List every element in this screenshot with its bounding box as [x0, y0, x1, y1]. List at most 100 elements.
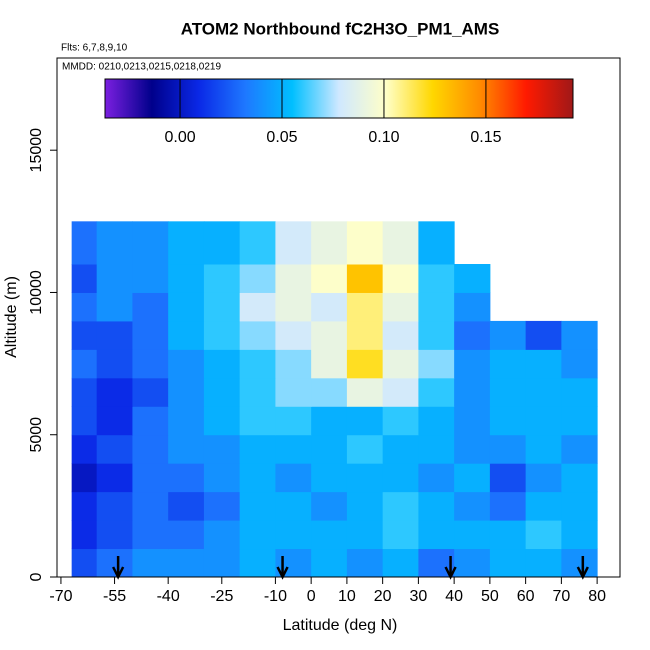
heat-cell: [132, 349, 169, 379]
heat-cell: [346, 548, 384, 578]
heat-cell: [239, 434, 276, 464]
heat-cell: [382, 221, 419, 265]
heat-cell: [346, 406, 384, 436]
heat-cell: [203, 434, 241, 464]
heat-cell: [71, 463, 98, 493]
heat-cell: [96, 292, 133, 322]
heat-cell: [311, 520, 348, 550]
heat-cell: [203, 463, 241, 493]
heat-cell: [418, 349, 455, 379]
heat-cell: [454, 520, 491, 550]
heat-cell: [168, 434, 205, 464]
heat-cell: [203, 377, 241, 407]
heat-cell: [525, 434, 562, 464]
x-tick-label: 40: [445, 588, 463, 605]
heat-cell: [203, 548, 241, 578]
heat-cell: [168, 349, 205, 379]
x-tick-label: 60: [517, 588, 535, 605]
heat-cell: [132, 548, 169, 578]
heat-cell: [346, 491, 384, 521]
heat-cell: [561, 406, 598, 436]
heat-cell: [168, 264, 205, 293]
colorbar-tick-label: 0.05: [266, 129, 297, 146]
colorbar-tick-label: 0.15: [470, 129, 501, 146]
heat-cell: [561, 434, 598, 464]
heat-cell: [382, 264, 419, 293]
heat-cell: [71, 491, 98, 521]
heat-cell: [346, 264, 384, 293]
heat-cell: [275, 221, 312, 265]
heat-cell: [561, 491, 598, 521]
heat-cell: [311, 292, 348, 322]
heat-cell: [525, 377, 562, 407]
heat-cell: [239, 548, 276, 578]
heat-cell: [168, 491, 205, 521]
heat-cell: [203, 221, 241, 265]
heat-cell: [382, 320, 419, 350]
heat-cell: [275, 491, 312, 521]
x-tick-label: -55: [103, 588, 126, 605]
chart-title: ATOM2 Northbound fC2H3O_PM1_AMS: [181, 19, 500, 38]
heat-cell: [168, 463, 205, 493]
annotation: MMDD: 0210,0213,0215,0218,0219: [62, 62, 221, 73]
heat-cell: [71, 406, 98, 436]
heat-cell: [489, 377, 527, 407]
heat-cell: [561, 377, 598, 407]
heat-cell: [525, 406, 562, 436]
heat-cell: [346, 221, 384, 265]
heat-cell: [382, 548, 419, 578]
heat-cell: [132, 377, 169, 407]
x-tick-label: 80: [588, 588, 606, 605]
heat-cell: [239, 520, 276, 550]
heat-cell: [239, 292, 276, 322]
heat-cell: [561, 463, 598, 493]
heat-cell: [489, 406, 527, 436]
heat-cell: [382, 349, 419, 379]
heat-cell: [239, 320, 276, 350]
heat-cell: [168, 548, 205, 578]
x-tick-label: 20: [374, 588, 392, 605]
heat-cell: [168, 520, 205, 550]
heat-cell: [454, 491, 491, 521]
heat-cell: [96, 320, 133, 350]
heat-cell: [132, 406, 169, 436]
heat-cell: [454, 264, 491, 293]
heat-cell: [239, 406, 276, 436]
heat-cell: [275, 520, 312, 550]
heat-cell: [71, 349, 98, 379]
heat-cell: [96, 406, 133, 436]
x-tick-label: -70: [49, 588, 72, 605]
x-tick-label: 10: [338, 588, 356, 605]
x-tick-label: 50: [481, 588, 499, 605]
y-tick-label: 10000: [28, 270, 45, 315]
heat-cell: [275, 264, 312, 293]
x-tick-label: -25: [210, 588, 233, 605]
heat-cell: [71, 548, 98, 578]
heat-cell: [239, 264, 276, 293]
heat-cell: [489, 463, 527, 493]
y-tick-label: 0: [28, 572, 45, 581]
heat-cell: [275, 406, 312, 436]
heat-cell: [382, 292, 419, 322]
heat-cell: [275, 463, 312, 493]
heat-cell: [454, 406, 491, 436]
heat-cell: [239, 377, 276, 407]
heat-cell: [71, 434, 98, 464]
heat-cell: [418, 264, 455, 293]
heat-cell: [132, 463, 169, 493]
heat-cell: [203, 264, 241, 293]
heat-cell: [96, 377, 133, 407]
heat-cell: [96, 520, 133, 550]
heat-cell: [203, 349, 241, 379]
y-tick-label: 5000: [28, 417, 45, 453]
heat-cell: [96, 221, 133, 265]
heat-cell: [96, 463, 133, 493]
x-tick-label: 30: [409, 588, 427, 605]
heat-cell: [346, 377, 384, 407]
heat-cell: [346, 520, 384, 550]
heat-cell: [132, 292, 169, 322]
heat-cell: [561, 548, 598, 578]
heat-cell: [382, 463, 419, 493]
heat-cell: [239, 221, 276, 265]
colorbar-tick-label: 0.00: [164, 129, 195, 146]
